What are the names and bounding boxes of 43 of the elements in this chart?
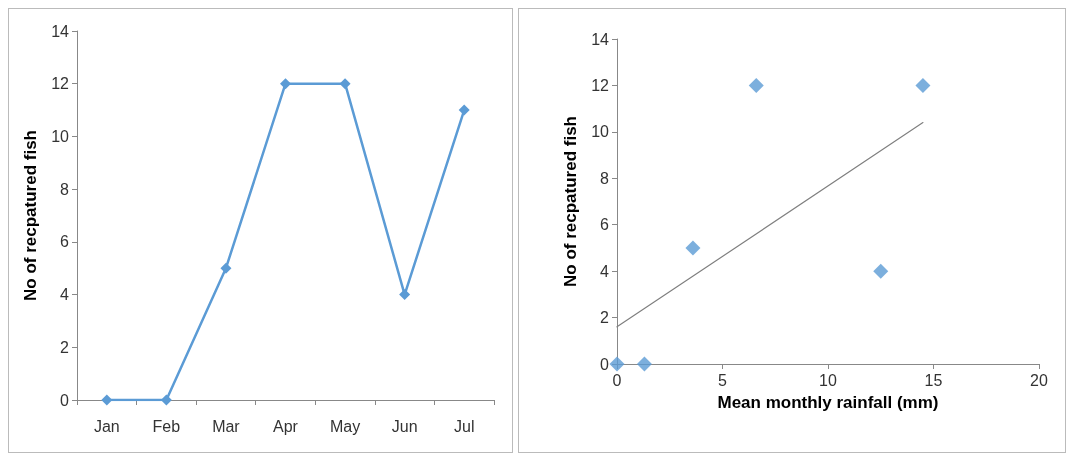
y-tick-label: 2 [600, 309, 610, 327]
x-tick-label: 20 [1030, 371, 1048, 389]
point [339, 78, 351, 90]
x-tick-label: 5 [718, 371, 728, 389]
x-tick-label: 0 [612, 371, 622, 389]
x-tick-label: Jul [453, 417, 475, 435]
point [101, 394, 113, 406]
x-tick-label: May [329, 417, 361, 435]
y-tick-label: 6 [60, 233, 70, 251]
x-tick-label: Jun [391, 417, 418, 435]
point [915, 77, 931, 93]
point [399, 289, 411, 301]
y-tick-label: 12 [591, 76, 610, 94]
y-tick-label: 14 [51, 22, 70, 40]
y-tick-label: 0 [60, 391, 70, 409]
y-tick-label: 2 [60, 338, 70, 356]
y-tick-label: 6 [600, 216, 610, 234]
point [748, 77, 764, 93]
y-axis-title: No of recpatured fish [21, 130, 40, 301]
y-tick-label: 12 [51, 75, 70, 93]
x-tick-label: 10 [819, 371, 837, 389]
point [609, 356, 625, 372]
x-axis-title: Mean monthly rainfall (mm) [717, 393, 939, 412]
y-tick-label: 10 [51, 127, 70, 145]
y-axis-title: No of recpatured fish [561, 116, 580, 287]
point [636, 356, 652, 372]
y-tick-label: 14 [591, 30, 610, 48]
x-tick-label: Feb [152, 417, 181, 435]
x-tick-label: Apr [273, 417, 299, 435]
point [220, 262, 232, 274]
point [685, 240, 701, 256]
y-tick-label: 0 [600, 355, 610, 373]
y-tick-label: 10 [591, 123, 610, 141]
x-tick-label: Mar [212, 417, 241, 435]
y-tick-label: 8 [60, 180, 70, 198]
y-tick-label: 8 [600, 169, 610, 187]
y-tick-label: 4 [600, 262, 610, 280]
y-tick-label: 4 [60, 286, 70, 304]
point [458, 104, 470, 116]
point [280, 78, 291, 90]
x-tick-label: 15 [924, 371, 943, 389]
point [873, 263, 889, 279]
x-tick-label: Jan [93, 417, 120, 435]
